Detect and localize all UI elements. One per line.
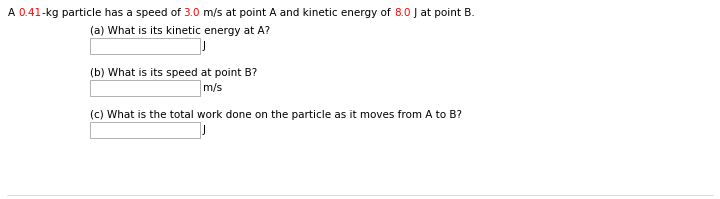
Text: (c) What is the total work done on the particle as it moves from A to B?: (c) What is the total work done on the p… [90,110,462,120]
FancyBboxPatch shape [90,80,200,96]
Text: A: A [8,8,19,18]
Text: J: J [203,41,206,51]
Text: m/s at point A and kinetic energy of: m/s at point A and kinetic energy of [200,8,394,18]
Text: m/s: m/s [203,83,222,93]
FancyBboxPatch shape [90,38,200,54]
Text: 3.0: 3.0 [184,8,200,18]
Text: (b) What is its speed at point B?: (b) What is its speed at point B? [90,68,257,78]
FancyBboxPatch shape [90,122,200,138]
Text: (a) What is its kinetic energy at A?: (a) What is its kinetic energy at A? [90,26,270,36]
Text: 8.0: 8.0 [394,8,410,18]
Text: J at point B.: J at point B. [410,8,474,18]
Text: J: J [203,125,206,135]
Text: -kg particle has a speed of: -kg particle has a speed of [42,8,184,18]
Text: 0.41: 0.41 [19,8,42,18]
